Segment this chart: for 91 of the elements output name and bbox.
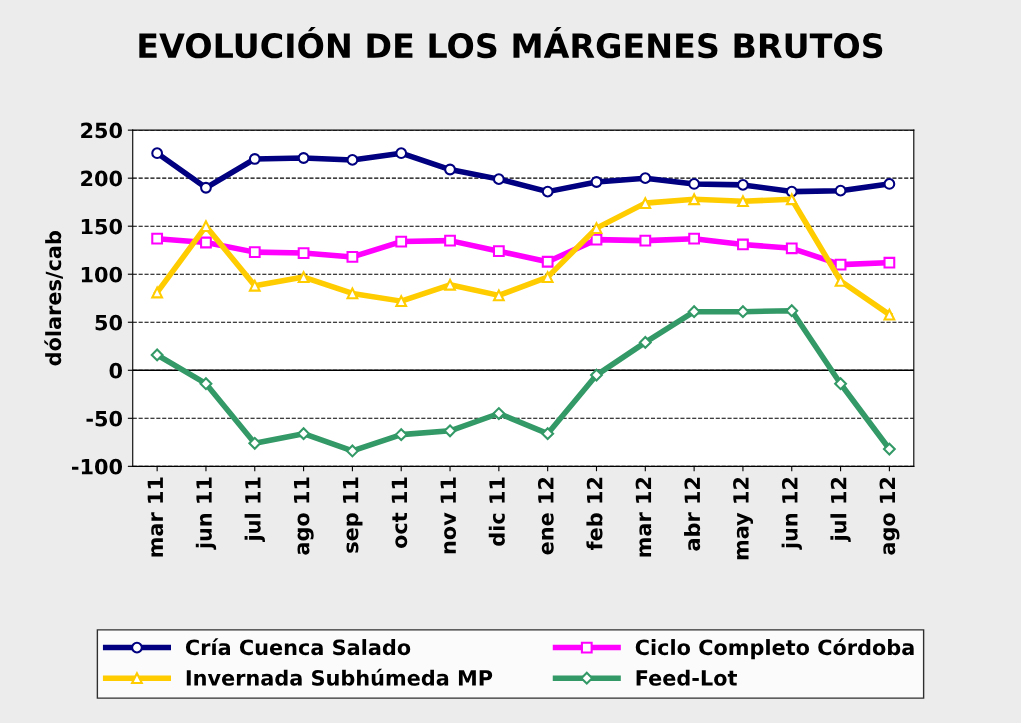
- point: [248, 153, 261, 165]
- y-tick-label: 150: [81, 218, 123, 235]
- x-tick-label: jun 12: [781, 477, 802, 550]
- y-tick-label: 250: [81, 122, 123, 139]
- y-tick-label: 100: [81, 266, 123, 283]
- point: [639, 172, 652, 185]
- x-tick-label: jul 12: [830, 477, 851, 543]
- point: [834, 184, 847, 197]
- point: [590, 368, 603, 382]
- point: [394, 428, 408, 442]
- x-tick-label: may 12: [733, 477, 754, 560]
- x-tick-label: mar 11: [147, 477, 164, 557]
- point: [444, 234, 456, 247]
- x-tick-label: abr 12: [684, 477, 701, 551]
- point: [883, 256, 896, 269]
- point: [345, 444, 359, 458]
- point: [541, 427, 555, 441]
- point: [346, 287, 359, 300]
- point: [688, 193, 701, 206]
- point: [834, 377, 848, 391]
- point: [492, 245, 505, 258]
- point: [883, 178, 896, 190]
- point: [688, 178, 701, 190]
- point: [492, 173, 505, 186]
- x-tick-label: ago 11: [293, 477, 314, 555]
- chart-title: EVOLUCIÓN DE LOS MÁRGENES BRUTOS: [139, 27, 883, 59]
- legend-label: Ciclo Completo Córdoba: [635, 638, 914, 660]
- point: [492, 407, 506, 420]
- point: [688, 232, 701, 245]
- y-tick-label: 0: [109, 362, 123, 379]
- x-tick-label: dic 11: [488, 477, 505, 546]
- legend-label: Cría Cuenca Salado: [185, 638, 411, 656]
- x-tick-label: nov 11: [440, 477, 457, 554]
- point: [541, 185, 554, 198]
- point: [200, 181, 212, 194]
- point: [639, 197, 652, 210]
- x-tick-label: jul 11: [244, 477, 265, 543]
- point: [883, 308, 896, 321]
- point: [395, 295, 408, 308]
- point: [687, 305, 701, 319]
- point: [150, 348, 164, 362]
- point: [395, 235, 408, 248]
- point: [151, 147, 164, 160]
- point: [785, 304, 799, 318]
- x-tick-label: oct 11: [391, 477, 408, 549]
- x-tick-label: ene 12: [537, 477, 554, 555]
- point: [200, 236, 212, 249]
- point: [297, 427, 311, 441]
- point: [248, 436, 262, 450]
- point: [297, 271, 310, 284]
- point: [541, 271, 554, 284]
- point: [834, 258, 847, 271]
- point: [785, 242, 798, 255]
- point: [590, 176, 603, 188]
- point: [248, 246, 261, 259]
- y-tick-label: -100: [72, 458, 123, 475]
- x-tick-label: sep 11: [342, 477, 363, 553]
- point: [541, 255, 554, 268]
- point: [736, 305, 750, 319]
- point: [151, 286, 164, 299]
- point: [737, 178, 749, 191]
- point: [737, 195, 749, 208]
- legend-label: Invernada Subhúmeda MP: [186, 668, 493, 686]
- point: [785, 193, 798, 206]
- point: [151, 232, 164, 245]
- point: [590, 233, 603, 246]
- point: [444, 278, 456, 291]
- x-tick-label: feb 12: [586, 477, 603, 551]
- x-tick-label: jun 11: [195, 477, 217, 550]
- point: [200, 220, 212, 233]
- y-tick-label: 200: [81, 170, 123, 187]
- y-tick-label: -50: [86, 410, 123, 427]
- point: [737, 238, 749, 251]
- point: [346, 251, 359, 263]
- point: [199, 377, 213, 391]
- point: [638, 335, 652, 349]
- legend-label: Feed-Lot: [636, 669, 737, 686]
- point: [444, 163, 456, 176]
- x-tick-label: mar 12: [635, 477, 652, 557]
- x-tick-label: ago 12: [879, 477, 900, 555]
- point: [297, 152, 310, 164]
- point: [492, 289, 505, 302]
- y-axis-title: dólares/cab: [44, 231, 63, 366]
- point: [882, 442, 896, 456]
- point: [297, 247, 310, 259]
- point: [248, 279, 261, 292]
- point: [639, 234, 652, 247]
- y-tick-label: 50: [95, 314, 123, 331]
- point: [395, 147, 408, 160]
- point: [346, 154, 359, 166]
- point: [443, 424, 457, 438]
